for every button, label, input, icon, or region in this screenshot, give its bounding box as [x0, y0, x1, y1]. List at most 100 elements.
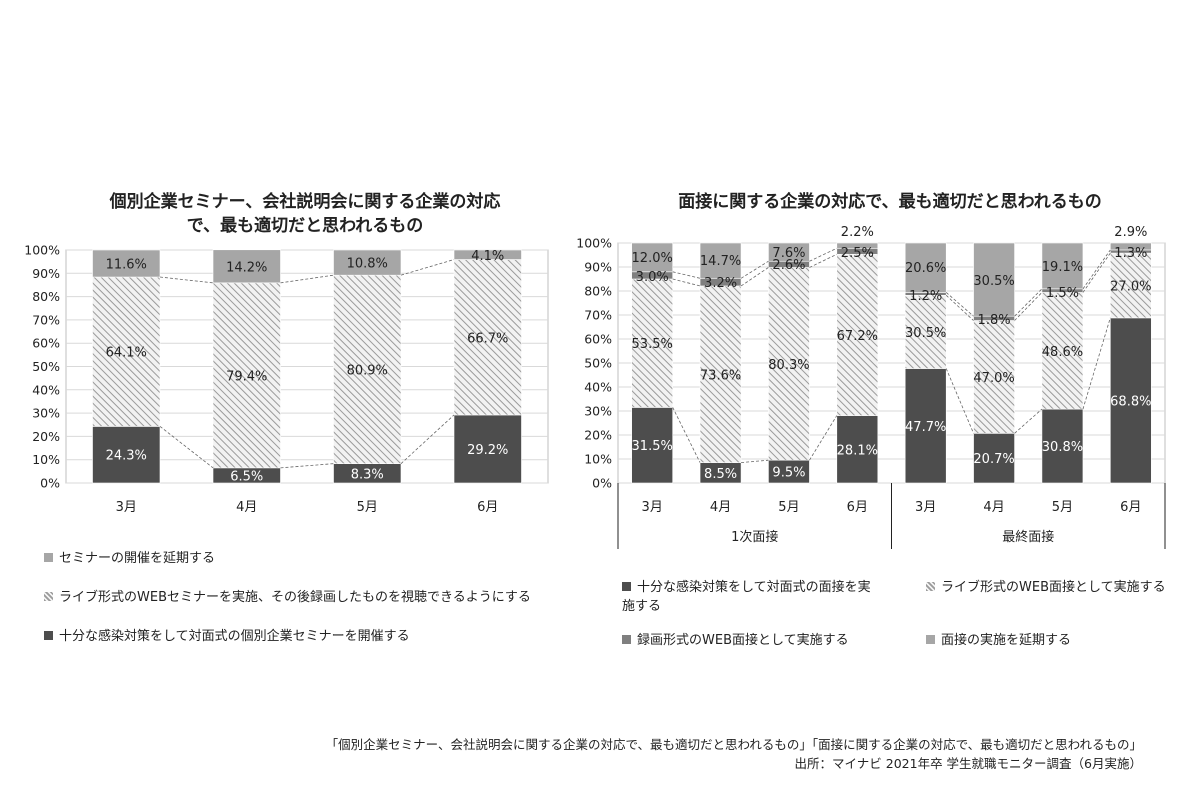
- footnote-source-title: 「個別企業セミナー、会社説明会に関する企業の対応で、最も適切だと思われるもの」「…: [325, 737, 1142, 752]
- legend-item: ライブ形式のWEB面接として実施する: [926, 578, 1186, 597]
- data-label: 14.2%: [226, 260, 267, 275]
- legend-swatch: [44, 631, 53, 640]
- legend-item: 面接の実施を延期する: [926, 631, 1186, 650]
- chart1-title: 個別企業セミナー、会社説明会に関する企業の対応 で、最も適切だと思われるもの: [109, 192, 501, 236]
- bar-segment: [333, 249, 402, 276]
- bar-segment: [836, 415, 879, 484]
- y-tick-label: 80%: [584, 284, 612, 299]
- data-label: 11.6%: [106, 258, 147, 273]
- connector-line: [400, 259, 455, 276]
- connector-line: [809, 247, 837, 262]
- data-label: 3.2%: [704, 276, 737, 291]
- x-tick-label: 4月: [983, 500, 1004, 515]
- y-tick-label: 60%: [584, 332, 612, 347]
- connector-line: [1014, 292, 1043, 321]
- bar-segment: [333, 274, 402, 464]
- legend-swatch: [44, 553, 53, 562]
- connector-line: [1082, 249, 1111, 290]
- data-label: 27.0%: [1110, 279, 1151, 294]
- bar-segment: [1110, 242, 1152, 251]
- data-label: 20.6%: [905, 261, 946, 276]
- legend-swatch: [622, 635, 631, 644]
- data-label: 7.6%: [772, 246, 805, 261]
- footnote-source: 出所：マイナビ 2021年卒 学生就職モニター調査（6月実施）: [794, 756, 1142, 771]
- bar-segment: [973, 433, 1015, 484]
- bar-segment: [836, 242, 879, 249]
- x-tick-label: 6月: [477, 500, 498, 515]
- legend-label: セミナーの開催を延期する: [59, 551, 216, 566]
- data-label: 30.5%: [905, 326, 946, 341]
- x-tick-label: 5月: [778, 500, 799, 515]
- y-tick-label: 80%: [32, 289, 60, 304]
- y-tick-label: 70%: [32, 312, 60, 327]
- bar-segment: [1110, 317, 1152, 484]
- data-label: 68.8%: [1110, 394, 1151, 409]
- data-label: 3.0%: [636, 270, 669, 285]
- legend-label: 面接の実施を延期する: [941, 633, 1072, 648]
- data-label: 1.5%: [1046, 286, 1079, 301]
- x-tick-label: 5月: [357, 500, 378, 515]
- bar-segment: [92, 249, 161, 278]
- connector-line: [1014, 408, 1043, 434]
- legend-swatch: [622, 582, 631, 591]
- connector-line: [740, 267, 769, 287]
- y-tick-label: 100%: [24, 243, 60, 258]
- legend-item: 十分な感染対策をして対面式の面接を実施する: [622, 578, 872, 616]
- legend-item: セミナーの開催を延期する: [44, 549, 564, 568]
- data-label: 1.2%: [909, 289, 942, 304]
- data-label: 73.6%: [700, 368, 741, 383]
- legend-item: ライブ形式のWEBセミナーを実施、その後録画したものを視聴できるようにする: [44, 588, 564, 607]
- bar-segment: [92, 426, 161, 484]
- data-label: 12.0%: [632, 251, 673, 266]
- data-label: 53.5%: [632, 337, 673, 352]
- y-tick-label: 30%: [32, 406, 60, 421]
- bar-segment: [631, 278, 673, 408]
- x-tick-label: 4月: [710, 500, 731, 515]
- bar-segment: [904, 242, 947, 293]
- data-label: 6.5%: [230, 469, 263, 484]
- legend-label: 十分な感染対策をして対面式の個別企業セミナーを開催する: [59, 629, 410, 644]
- legend-item: 録画形式のWEB面接として実施する: [622, 631, 882, 650]
- legend-label: 十分な感染対策をして対面式の面接を実施する: [622, 580, 871, 614]
- y-tick-label: 50%: [32, 359, 60, 374]
- data-label: 30.5%: [973, 274, 1014, 289]
- data-label: 20.7%: [973, 452, 1014, 467]
- bar-segment: [631, 242, 673, 273]
- x-tick-label: 4月: [236, 500, 257, 515]
- y-tick-label: 90%: [32, 266, 60, 281]
- bar-segment: [92, 276, 161, 427]
- bar-segment: [212, 249, 281, 284]
- data-label: 2.5%: [841, 246, 874, 261]
- x-tick-label: 6月: [1120, 500, 1141, 515]
- y-tick-label: 70%: [584, 308, 612, 323]
- connector-line: [1082, 317, 1111, 410]
- bar-segment: [453, 414, 522, 484]
- y-tick-label: 60%: [32, 336, 60, 351]
- data-label: 80.3%: [768, 358, 809, 373]
- y-tick-label: 10%: [32, 452, 60, 467]
- connector-line: [1082, 252, 1111, 293]
- bar-segment: [1041, 242, 1084, 290]
- connector-line: [159, 426, 214, 469]
- legend-label: 録画形式のWEB面接として実施する: [637, 633, 849, 648]
- y-tick-label: 100%: [576, 236, 612, 251]
- y-tick-label: 30%: [584, 404, 612, 419]
- data-label: 4.1%: [471, 249, 504, 264]
- data-label: 64.1%: [106, 346, 147, 361]
- x-tick-label: 3月: [116, 500, 137, 515]
- data-label: 48.6%: [1042, 345, 1083, 360]
- connector-line: [672, 271, 701, 279]
- x-tick-label: 3月: [642, 500, 663, 515]
- data-label: 80.9%: [347, 363, 388, 378]
- bar-segment: [768, 267, 810, 461]
- y-tick-label: 0%: [40, 476, 60, 491]
- bar-segment: [453, 249, 522, 260]
- y-tick-label: 0%: [592, 476, 612, 491]
- y-tick-label: 90%: [584, 260, 612, 275]
- y-tick-label: 20%: [584, 428, 612, 443]
- bar-segment: [699, 242, 742, 279]
- bar-segment: [973, 320, 1015, 434]
- bar-segment: [1110, 252, 1152, 319]
- data-label: 9.5%: [772, 466, 805, 481]
